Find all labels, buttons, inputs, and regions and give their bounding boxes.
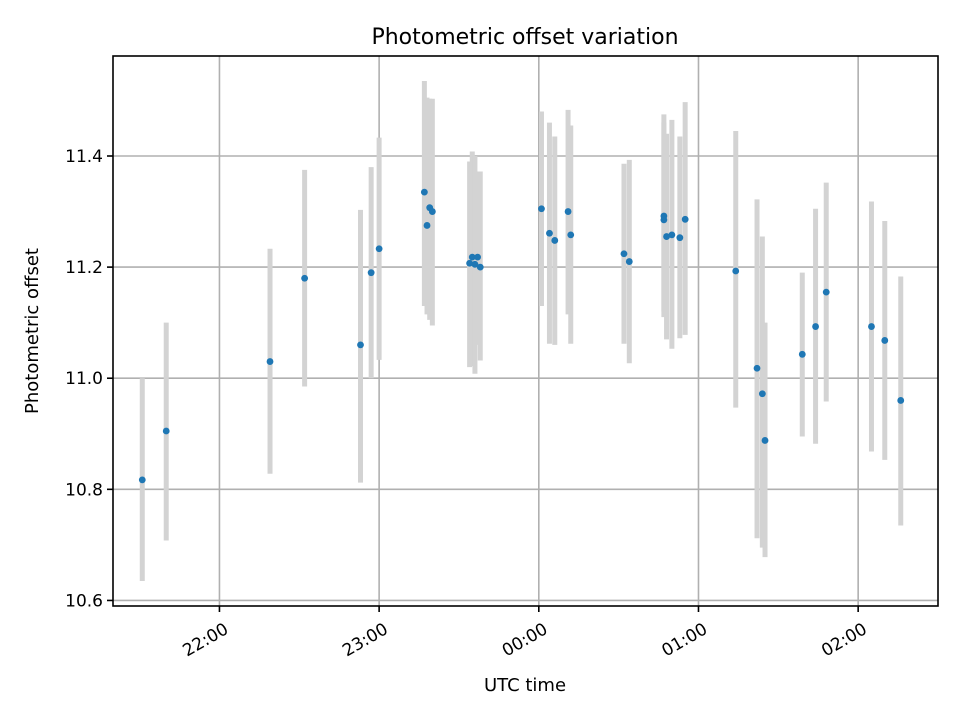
x-tick-label: 22:00 (180, 619, 232, 661)
data-point (681, 215, 689, 223)
x-tick-label: 00:00 (499, 619, 551, 661)
data-point (822, 288, 830, 296)
data-point (868, 323, 875, 330)
y-tick-label: 10.6 (65, 591, 103, 611)
data-point (468, 253, 476, 261)
data-point (301, 274, 309, 282)
data-point (471, 260, 479, 268)
data-point (625, 258, 633, 265)
x-axis-label: UTC time (484, 675, 566, 696)
data-point (162, 427, 170, 435)
data-point (474, 253, 481, 261)
data-point (138, 476, 146, 484)
data-point (798, 350, 806, 358)
x-tick-label: 02:00 (818, 619, 870, 661)
x-tick-label: 23:00 (339, 619, 391, 661)
data-point (367, 269, 375, 277)
data-point (620, 250, 628, 258)
data-point (812, 323, 819, 330)
y-axis-label: Photometric offset (22, 248, 43, 414)
plot-frame (112, 55, 939, 607)
data-point (357, 341, 364, 349)
x-tick-label: 01:00 (659, 619, 711, 661)
y-tick-label: 11.0 (65, 369, 103, 389)
x-axis-ticks: 22:00 23:00 00:00 01:00 02:00 (180, 606, 871, 661)
data-points (138, 188, 905, 484)
data-point (758, 390, 766, 398)
data-point (423, 222, 431, 229)
y-axis-ticks: 10.6 10.8 11.0 11.2 11.4 (65, 147, 113, 611)
data-point (546, 229, 553, 237)
data-point (660, 212, 668, 220)
data-point (732, 267, 740, 275)
data-point (668, 231, 676, 239)
y-tick-label: 11.4 (65, 147, 103, 167)
data-point (663, 233, 670, 240)
data-point (753, 364, 761, 372)
y-tick-label: 11.2 (65, 258, 103, 278)
data-point (466, 259, 474, 267)
data-point (567, 231, 575, 239)
data-point (538, 205, 545, 213)
data-point (476, 263, 484, 271)
y-tick-label: 10.8 (65, 480, 103, 500)
data-point (897, 397, 905, 404)
data-point (676, 234, 684, 242)
data-point (551, 237, 559, 244)
data-point (420, 188, 428, 196)
data-point (266, 358, 274, 365)
data-point (564, 208, 572, 215)
data-point (881, 337, 889, 344)
chart-title: Photometric offset variation (371, 25, 678, 50)
data-point (428, 208, 436, 215)
data-point (761, 437, 769, 444)
data-point (375, 245, 383, 253)
